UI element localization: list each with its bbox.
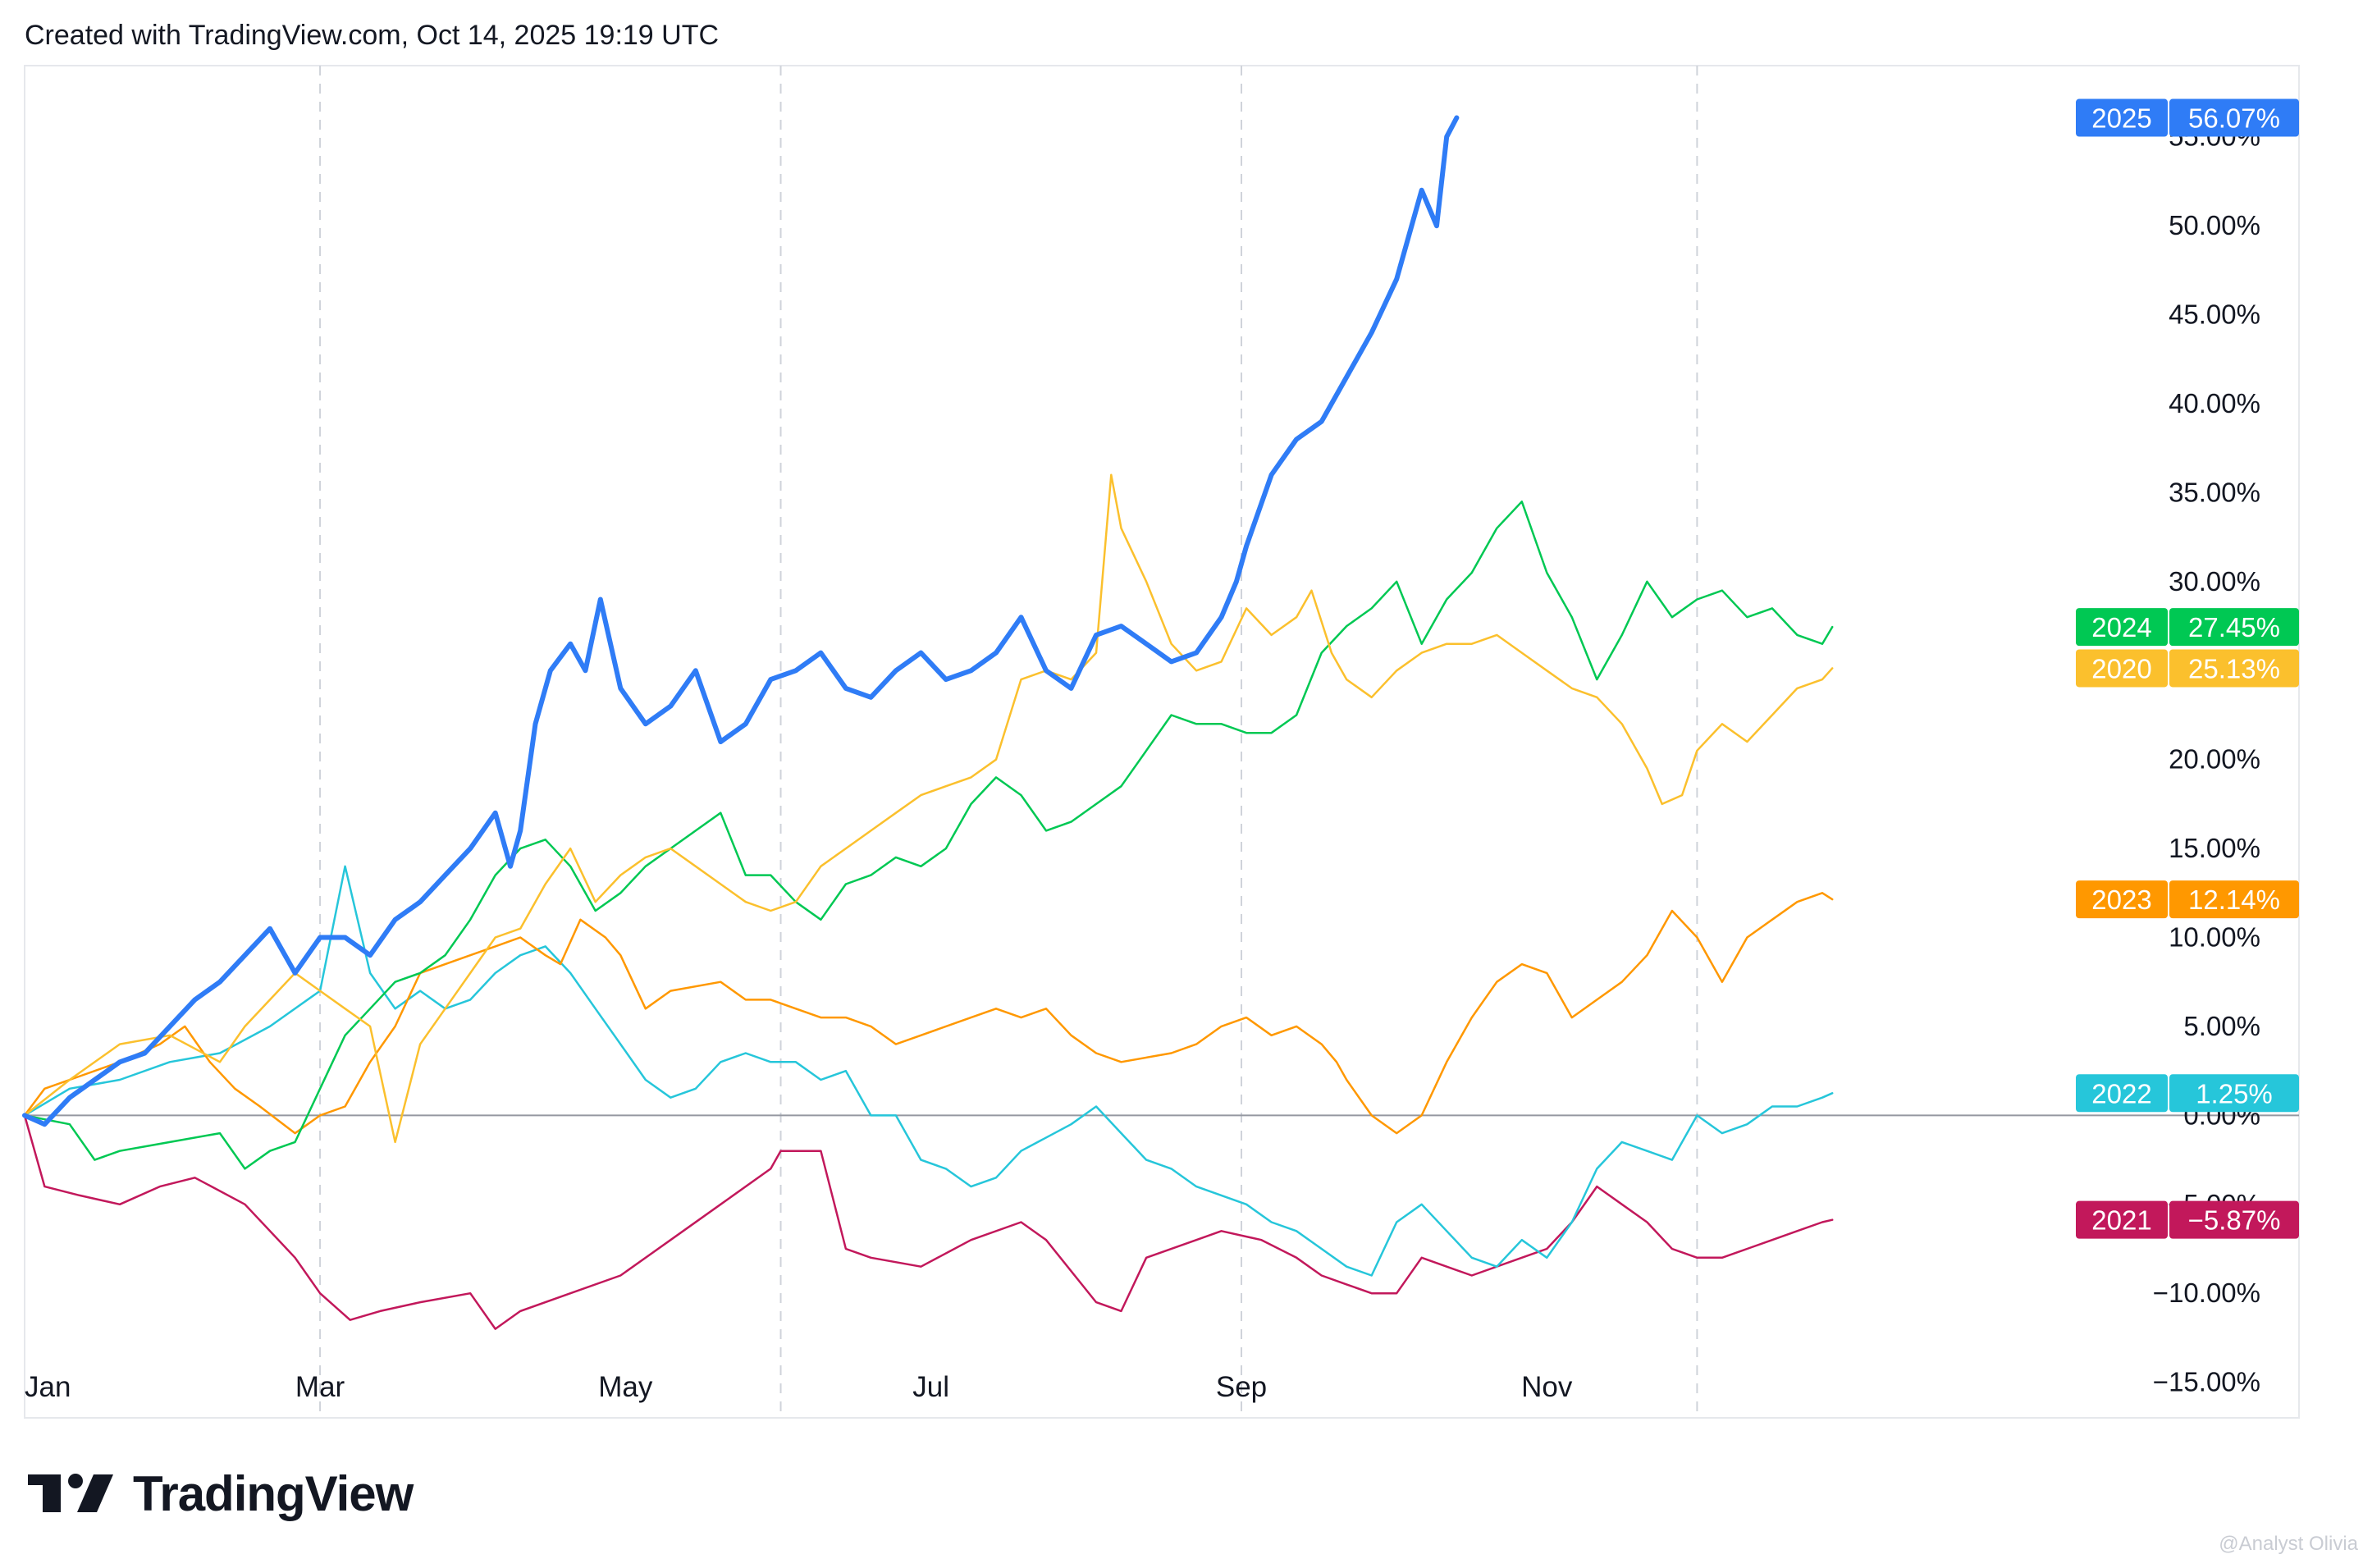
series-line-2024[interactable] xyxy=(23,501,1834,1170)
badge-series-box xyxy=(2076,649,2168,688)
badge-series-value: −5.87% xyxy=(2188,1205,2281,1236)
y-tick-label: 5.00% xyxy=(2183,1011,2260,1041)
last-value-badge-2021: 2021 −5.87% xyxy=(2076,1200,2299,1239)
y-tick-label: 20.00% xyxy=(2169,744,2260,775)
x-tick-label: Sep xyxy=(1216,1371,1267,1403)
x-tick-label: Jan xyxy=(25,1371,71,1403)
x-axis: Jan Mar May Jul Sep Nov xyxy=(25,1371,1573,1403)
y-tick-label: 15.00% xyxy=(2169,833,2260,863)
badge-series-box xyxy=(2076,1074,2168,1113)
badge-value-box xyxy=(2169,649,2299,688)
badge-series-name: 2020 xyxy=(2091,653,2151,683)
x-tick-label: Jul xyxy=(912,1371,949,1403)
x-tick-label: Nov xyxy=(1521,1371,1573,1403)
badge-value-box xyxy=(2169,1074,2299,1113)
series-line-2020[interactable] xyxy=(23,473,1834,1144)
y-tick-label: −15.00% xyxy=(2153,1367,2260,1397)
badge-value-box xyxy=(2169,880,2299,919)
watermark: @Analyst Olivia xyxy=(2219,1533,2358,1555)
y-tick-label: 45.00% xyxy=(2169,299,2260,330)
y-tick-label: 40.00% xyxy=(2169,388,2260,418)
badge-series-name: 2022 xyxy=(2091,1078,2151,1109)
plot-area xyxy=(24,65,2300,1419)
badge-value-box xyxy=(2169,608,2299,647)
badge-value-box xyxy=(2169,1200,2299,1239)
x-tick-label: Mar xyxy=(295,1371,345,1403)
series-line-2021[interactable] xyxy=(23,1114,1834,1330)
badge-series-value: 12.14% xyxy=(2188,885,2280,915)
badge-series-value: 25.13% xyxy=(2188,653,2280,683)
series-line-2023[interactable] xyxy=(23,892,1834,1135)
badge-series-box xyxy=(2076,98,2168,137)
series-line-2025[interactable] xyxy=(22,115,1460,1127)
badge-series-name: 2021 xyxy=(2091,1205,2151,1236)
y-tick-label: 35.00% xyxy=(2169,477,2260,507)
last-value-badge-2024: 2024 27.45% xyxy=(2076,608,2299,647)
last-value-badge-2023: 2023 12.14% xyxy=(2076,880,2299,919)
y-tick-label: 30.00% xyxy=(2169,566,2260,597)
chart-caption: Created with TradingView.com, Oct 14, 20… xyxy=(25,20,720,51)
badge-series-box xyxy=(2076,1200,2168,1239)
last-value-badge-2025: 2025 56.07% xyxy=(2076,98,2299,137)
tradingview-logo[interactable]: TradingView xyxy=(28,1465,414,1522)
last-value-badge-2022: 2022 1.25% xyxy=(2076,1074,2299,1113)
series-layer xyxy=(22,115,1834,1330)
badge-series-name: 2024 xyxy=(2091,612,2151,642)
y-tick-label: 50.00% xyxy=(2169,210,2260,240)
badge-value-box xyxy=(2169,98,2299,137)
last-value-badges: 2021 −5.87%2022 1.25%2023 12.14%2024 27.45%2… xyxy=(2076,98,2299,1239)
badge-series-value: 56.07% xyxy=(2188,103,2280,134)
tradingview-logo-icon xyxy=(28,1474,113,1512)
badge-series-name: 2023 xyxy=(2091,885,2151,915)
tradingview-logo-text: TradingView xyxy=(133,1465,414,1521)
badge-series-box xyxy=(2076,880,2168,919)
x-tick-label: May xyxy=(598,1371,653,1403)
y-tick-label: −10.00% xyxy=(2153,1278,2260,1308)
vertical-gridlines xyxy=(319,66,1698,1418)
badge-series-value: 27.45% xyxy=(2188,612,2280,642)
badge-series-name: 2025 xyxy=(2091,103,2151,134)
badge-series-box xyxy=(2076,608,2168,647)
y-tick-label: 10.00% xyxy=(2169,922,2260,953)
last-value-badge-2020: 2020 25.13% xyxy=(2076,649,2299,688)
badge-series-value: 1.25% xyxy=(2196,1078,2273,1109)
